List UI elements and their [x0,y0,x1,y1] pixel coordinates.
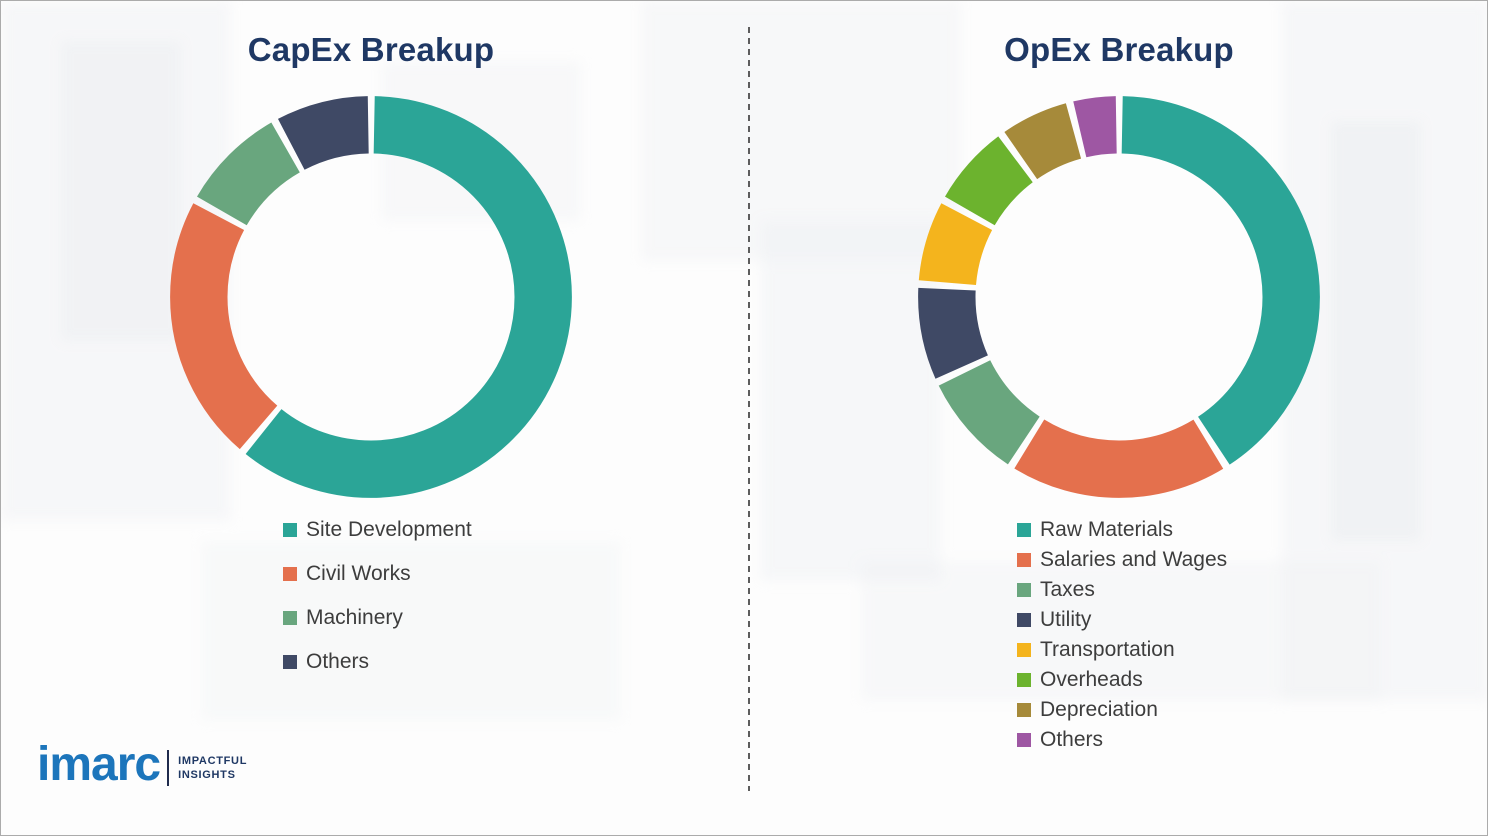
donut-segment-utility [918,96,1320,498]
legend-swatch [1017,583,1031,597]
legend-label: Transportation [1040,638,1175,661]
opex-title: OpEx Breakup [1004,31,1234,68]
capex-donut-chart [170,96,572,498]
legend-item-utility: Utility [1017,607,1227,633]
legend-item-site-development: Site Development [283,517,472,543]
legend-swatch [1017,523,1031,537]
legend-item-salaries-and-wages: Salaries and Wages [1017,547,1227,573]
legend-swatch [1017,643,1031,657]
legend-label: Civil Works [306,562,411,585]
legend-item-transportation: Transportation [1017,637,1227,663]
legend-swatch [1017,613,1031,627]
legend-item-raw-materials: Raw Materials [1017,517,1227,543]
legend-item-civil-works: Civil Works [283,561,472,587]
logo-tagline: IMPACTFUL INSIGHTS [178,754,247,782]
capex-title: CapEx Breakup [247,31,495,68]
donut-segment-raw-materials [918,96,1320,498]
donut-segment-salaries-and-wages [918,96,1320,498]
legend-swatch [1017,733,1031,747]
capex-legend: Site Development Civil Works Machinery Othe… [283,517,472,693]
legend-item-others: Others [1017,727,1227,753]
opex-donut-chart [918,96,1320,498]
opex-legend: Raw Materials Salaries and Wages Taxes Util… [1017,517,1227,757]
legend-label: Others [1040,728,1104,751]
legend-label: Others [306,650,370,673]
legend-swatch [1017,673,1031,687]
legend-label: Site Development [306,518,472,541]
legend-swatch [283,567,297,581]
legend-swatch [1017,703,1031,717]
donut-segment-site-development [170,96,572,498]
legend-label: Machinery [306,606,403,629]
legend-label: Taxes [1040,578,1095,601]
donut-segment-civil-works [170,96,572,498]
legend-item-overheads: Overheads [1017,667,1227,693]
legend-item-others: Others [283,649,472,675]
imarc-logo: imarc IMPACTFUL INSIGHTS [37,741,247,789]
logo-tagline-line1: IMPACTFUL [178,755,248,767]
imarc-logo-text: imarc [37,738,161,791]
center-divider [748,27,750,791]
legend-label: Raw Materials [1040,518,1174,541]
watermark-shape [61,41,181,341]
watermark-shape [1331,121,1421,541]
logo-separator [167,750,170,786]
legend-swatch [283,523,297,537]
legend-label: Overheads [1040,668,1143,691]
legend-label: Salaries and Wages [1040,548,1228,571]
legend-swatch [283,655,297,669]
legend-label: Utility [1040,608,1092,631]
logo-tagline-line2: INSIGHTS [178,769,236,781]
legend-item-taxes: Taxes [1017,577,1227,603]
legend-swatch [283,611,297,625]
legend-swatch [1017,553,1031,567]
watermark-shape [641,1,961,261]
legend-item-machinery: Machinery [283,605,472,631]
legend-label: Depreciation [1040,698,1158,721]
legend-item-depreciation: Depreciation [1017,697,1227,723]
